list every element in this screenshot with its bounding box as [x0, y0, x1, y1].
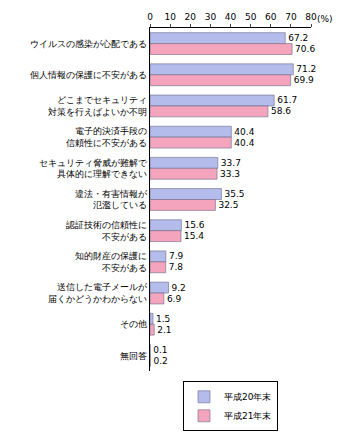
- svg-text:33.7: 33.7: [221, 158, 241, 168]
- svg-text:0.1: 0.1: [153, 345, 167, 355]
- svg-text:ウイルスの感染が心配である: ウイルスの感染が心配である: [30, 39, 147, 49]
- svg-text:58.6: 58.6: [271, 106, 291, 116]
- svg-text:違法・有害情報が氾濫している: 違法・有害情報が氾濫している: [75, 189, 148, 211]
- svg-text:9.2: 9.2: [172, 283, 186, 293]
- svg-text:60: 60: [265, 12, 277, 22]
- svg-text:送信した電子メールが届くかどうかわからない: 送信した電子メールが届くかどうかわからない: [48, 282, 148, 304]
- svg-text:知的財産の保護に不安がある: 知的財産の保護に不安がある: [75, 251, 147, 273]
- svg-text:無回答: 無回答: [120, 351, 147, 361]
- svg-text:71.2: 71.2: [296, 64, 316, 74]
- svg-text:2.1: 2.1: [157, 325, 171, 335]
- svg-text:0.2: 0.2: [153, 356, 167, 366]
- svg-text:7.9: 7.9: [169, 251, 184, 261]
- svg-text:電子的決済手段の信頼性に不安がある: 電子的決済手段の信頼性に不安がある: [66, 126, 147, 148]
- svg-text:7.8: 7.8: [169, 262, 184, 272]
- svg-text:80: 80: [305, 12, 317, 22]
- svg-text:30: 30: [205, 12, 217, 22]
- svg-text:35.5: 35.5: [224, 189, 244, 199]
- svg-text:50: 50: [245, 12, 257, 22]
- svg-text:70.6: 70.6: [295, 44, 315, 54]
- svg-text:セキュリティ脅威が難解で具体的に理解できない: セキュリティ脅威が難解で具体的に理解できない: [39, 158, 148, 180]
- svg-text:平成21年末: 平成21年末: [224, 411, 271, 421]
- svg-text:(%): (%): [317, 14, 333, 24]
- svg-text:69.9: 69.9: [294, 75, 314, 85]
- svg-text:40.4: 40.4: [234, 138, 254, 148]
- svg-text:40.4: 40.4: [234, 127, 254, 137]
- svg-text:その他: その他: [120, 319, 147, 329]
- svg-text:10: 10: [164, 12, 176, 22]
- svg-text:平成20年末: 平成20年末: [224, 392, 271, 402]
- svg-text:40: 40: [225, 12, 237, 22]
- svg-text:67.2: 67.2: [288, 33, 308, 43]
- svg-text:20: 20: [185, 12, 197, 22]
- svg-text:6.9: 6.9: [167, 294, 182, 304]
- svg-text:認証技術の信頼性に不安がある: 認証技術の信頼性に不安がある: [66, 220, 147, 242]
- svg-text:どこまでセキュリティ対策を行えばよいか不明: どこまでセキュリティ対策を行えばよいか不明: [48, 95, 147, 117]
- svg-text:61.7: 61.7: [277, 95, 297, 105]
- svg-text:個人情報の保護に不安がある: 個人情報の保護に不安がある: [30, 70, 147, 80]
- svg-text:0: 0: [147, 12, 153, 22]
- svg-text:32.5: 32.5: [218, 200, 238, 210]
- svg-text:33.3: 33.3: [220, 169, 240, 179]
- svg-text:15.6: 15.6: [184, 220, 204, 230]
- svg-text:70: 70: [285, 12, 297, 22]
- svg-text:15.4: 15.4: [184, 231, 204, 241]
- svg-text:1.5: 1.5: [156, 314, 170, 324]
